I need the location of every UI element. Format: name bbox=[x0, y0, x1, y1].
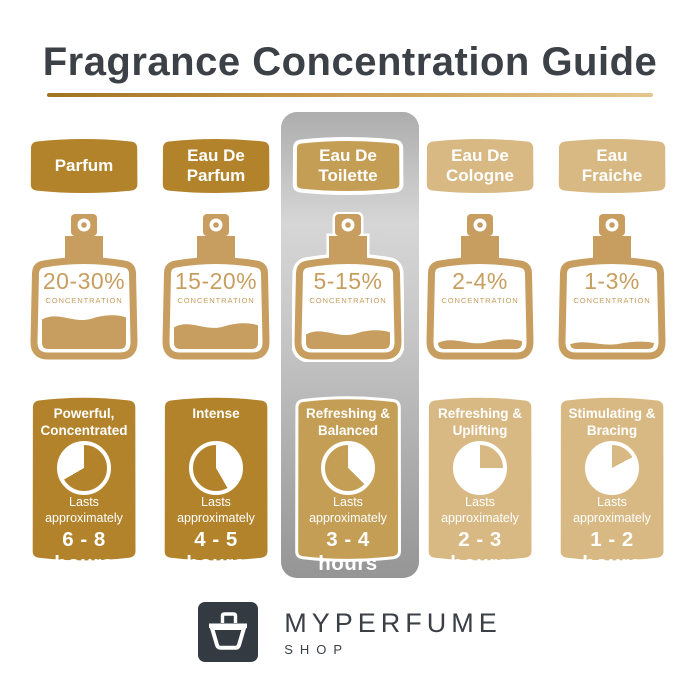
duration-card: Powerful, Concentrated Lasts approximate… bbox=[30, 394, 138, 575]
concentration-caption: CONCENTRATION bbox=[441, 296, 519, 305]
banner-ribbon-shape bbox=[162, 139, 270, 194]
clock-icon bbox=[189, 441, 243, 495]
duration-value: 2 - 3 hours bbox=[450, 528, 510, 575]
type-banner: Eau De Toilette bbox=[292, 136, 404, 196]
page-title: Fragrance Concentration Guide bbox=[42, 40, 658, 84]
fragrance-type-label: Eau De Toilette bbox=[318, 146, 378, 185]
clock-icon bbox=[453, 441, 507, 495]
brand-subtitle: SHOP bbox=[284, 641, 350, 657]
duration-value: 4 - 5 hours bbox=[186, 528, 246, 575]
brand-name: MYPERFUME bbox=[284, 607, 502, 638]
column-eau-de-cologne: Eau De Cologne 2-4% CONCENTRATION Refres… bbox=[424, 136, 536, 575]
fragrance-type-label: Eau De Cologne bbox=[446, 146, 514, 185]
spray-bottle-icon: 2-4% CONCENTRATION bbox=[424, 212, 536, 362]
spray-bottle-icon: 5-15% CONCENTRATION bbox=[292, 212, 404, 362]
column-eau-fraiche: Eau Fraiche 1-3% CONCENTRATION Stimulati… bbox=[556, 136, 668, 575]
lasts-caption: Lasts approximately bbox=[441, 495, 519, 525]
concentration-readout: 15-20% CONCENTRATION bbox=[160, 268, 272, 306]
duration-card: Refreshing & Uplifting Lasts approximate… bbox=[426, 394, 534, 575]
columns-row: Parfum 20-30% CONCENTRATION bbox=[0, 136, 700, 576]
type-banner: Eau De Cologne bbox=[424, 136, 536, 196]
title-underline bbox=[47, 93, 653, 97]
concentration-caption: CONCENTRATION bbox=[177, 296, 255, 305]
spray-bottle-icon: 20-30% CONCENTRATION bbox=[28, 212, 140, 362]
duration-value: 3 - 4 hours bbox=[318, 528, 378, 575]
duration-card: Refreshing & Balanced Lasts approximatel… bbox=[294, 394, 402, 575]
duration-value: 1 - 2 hours bbox=[582, 528, 642, 575]
concentration-readout: 1-3% CONCENTRATION bbox=[556, 268, 668, 306]
fragrance-type-label: Eau Fraiche bbox=[581, 146, 643, 185]
column-parfum: Parfum 20-30% CONCENTRATION bbox=[28, 136, 140, 575]
banner-ribbon-shape bbox=[426, 139, 534, 194]
type-banner: Eau Fraiche bbox=[556, 136, 668, 196]
lasts-caption: Lasts approximately bbox=[177, 495, 255, 525]
lasts-caption: Lasts approximately bbox=[45, 495, 123, 525]
scent-character: Refreshing & Balanced bbox=[305, 406, 390, 438]
spray-bottle-icon: 1-3% CONCENTRATION bbox=[556, 212, 668, 362]
type-banner: Eau De Parfum bbox=[160, 136, 272, 196]
column-eau-de-parfum: Eau De Parfum 15-20% CONCENTRATION Inten… bbox=[160, 136, 272, 575]
scent-character: Intense bbox=[192, 406, 240, 421]
scent-character: Refreshing & Uplifting bbox=[437, 406, 522, 438]
concentration-caption: CONCENTRATION bbox=[45, 296, 123, 305]
scent-character: Powerful, Concentrated bbox=[40, 406, 128, 438]
duration-card: Stimulating & Bracing Lasts approximatel… bbox=[558, 394, 666, 575]
perfume-shop-logo-icon bbox=[198, 602, 259, 662]
type-banner: Parfum bbox=[28, 136, 140, 196]
banner-ribbon-shape bbox=[292, 137, 404, 196]
spray-bottle-icon: 15-20% CONCENTRATION bbox=[160, 212, 272, 362]
concentration-percent: 15-20% bbox=[174, 268, 258, 294]
banner-ribbon-shape bbox=[30, 139, 138, 194]
fragrance-type-label: Eau De Parfum bbox=[186, 146, 246, 185]
clock-icon bbox=[321, 441, 375, 495]
banner-ribbon-shape bbox=[558, 139, 666, 194]
concentration-readout: 20-30% CONCENTRATION bbox=[28, 268, 140, 306]
concentration-percent: 20-30% bbox=[42, 268, 126, 294]
brand-footer: MYPERFUME SHOP bbox=[0, 602, 700, 662]
concentration-readout: 5-15% CONCENTRATION bbox=[292, 268, 404, 306]
concentration-caption: CONCENTRATION bbox=[309, 296, 387, 305]
clock-icon bbox=[585, 441, 639, 495]
brand-text-block: MYPERFUME SHOP bbox=[284, 608, 502, 657]
clock-icon bbox=[57, 441, 111, 495]
duration-value: 6 - 8 hours bbox=[54, 528, 114, 575]
fragrance-type-label: Parfum bbox=[54, 156, 114, 175]
concentration-percent: 1-3% bbox=[584, 268, 640, 294]
scent-character: Stimulating & Bracing bbox=[568, 406, 656, 438]
concentration-percent: 2-4% bbox=[452, 268, 508, 294]
duration-card: Intense Lasts approximately 4 - 5 hours bbox=[162, 394, 270, 575]
column-eau-de-toilette: Eau De Toilette 5-15% CONCENTRATION bbox=[292, 136, 404, 575]
lasts-caption: Lasts approximately bbox=[309, 495, 387, 525]
concentration-percent: 5-15% bbox=[313, 268, 383, 294]
lasts-caption: Lasts approximately bbox=[573, 495, 651, 525]
concentration-readout: 2-4% CONCENTRATION bbox=[424, 268, 536, 306]
concentration-caption: CONCENTRATION bbox=[573, 296, 651, 305]
